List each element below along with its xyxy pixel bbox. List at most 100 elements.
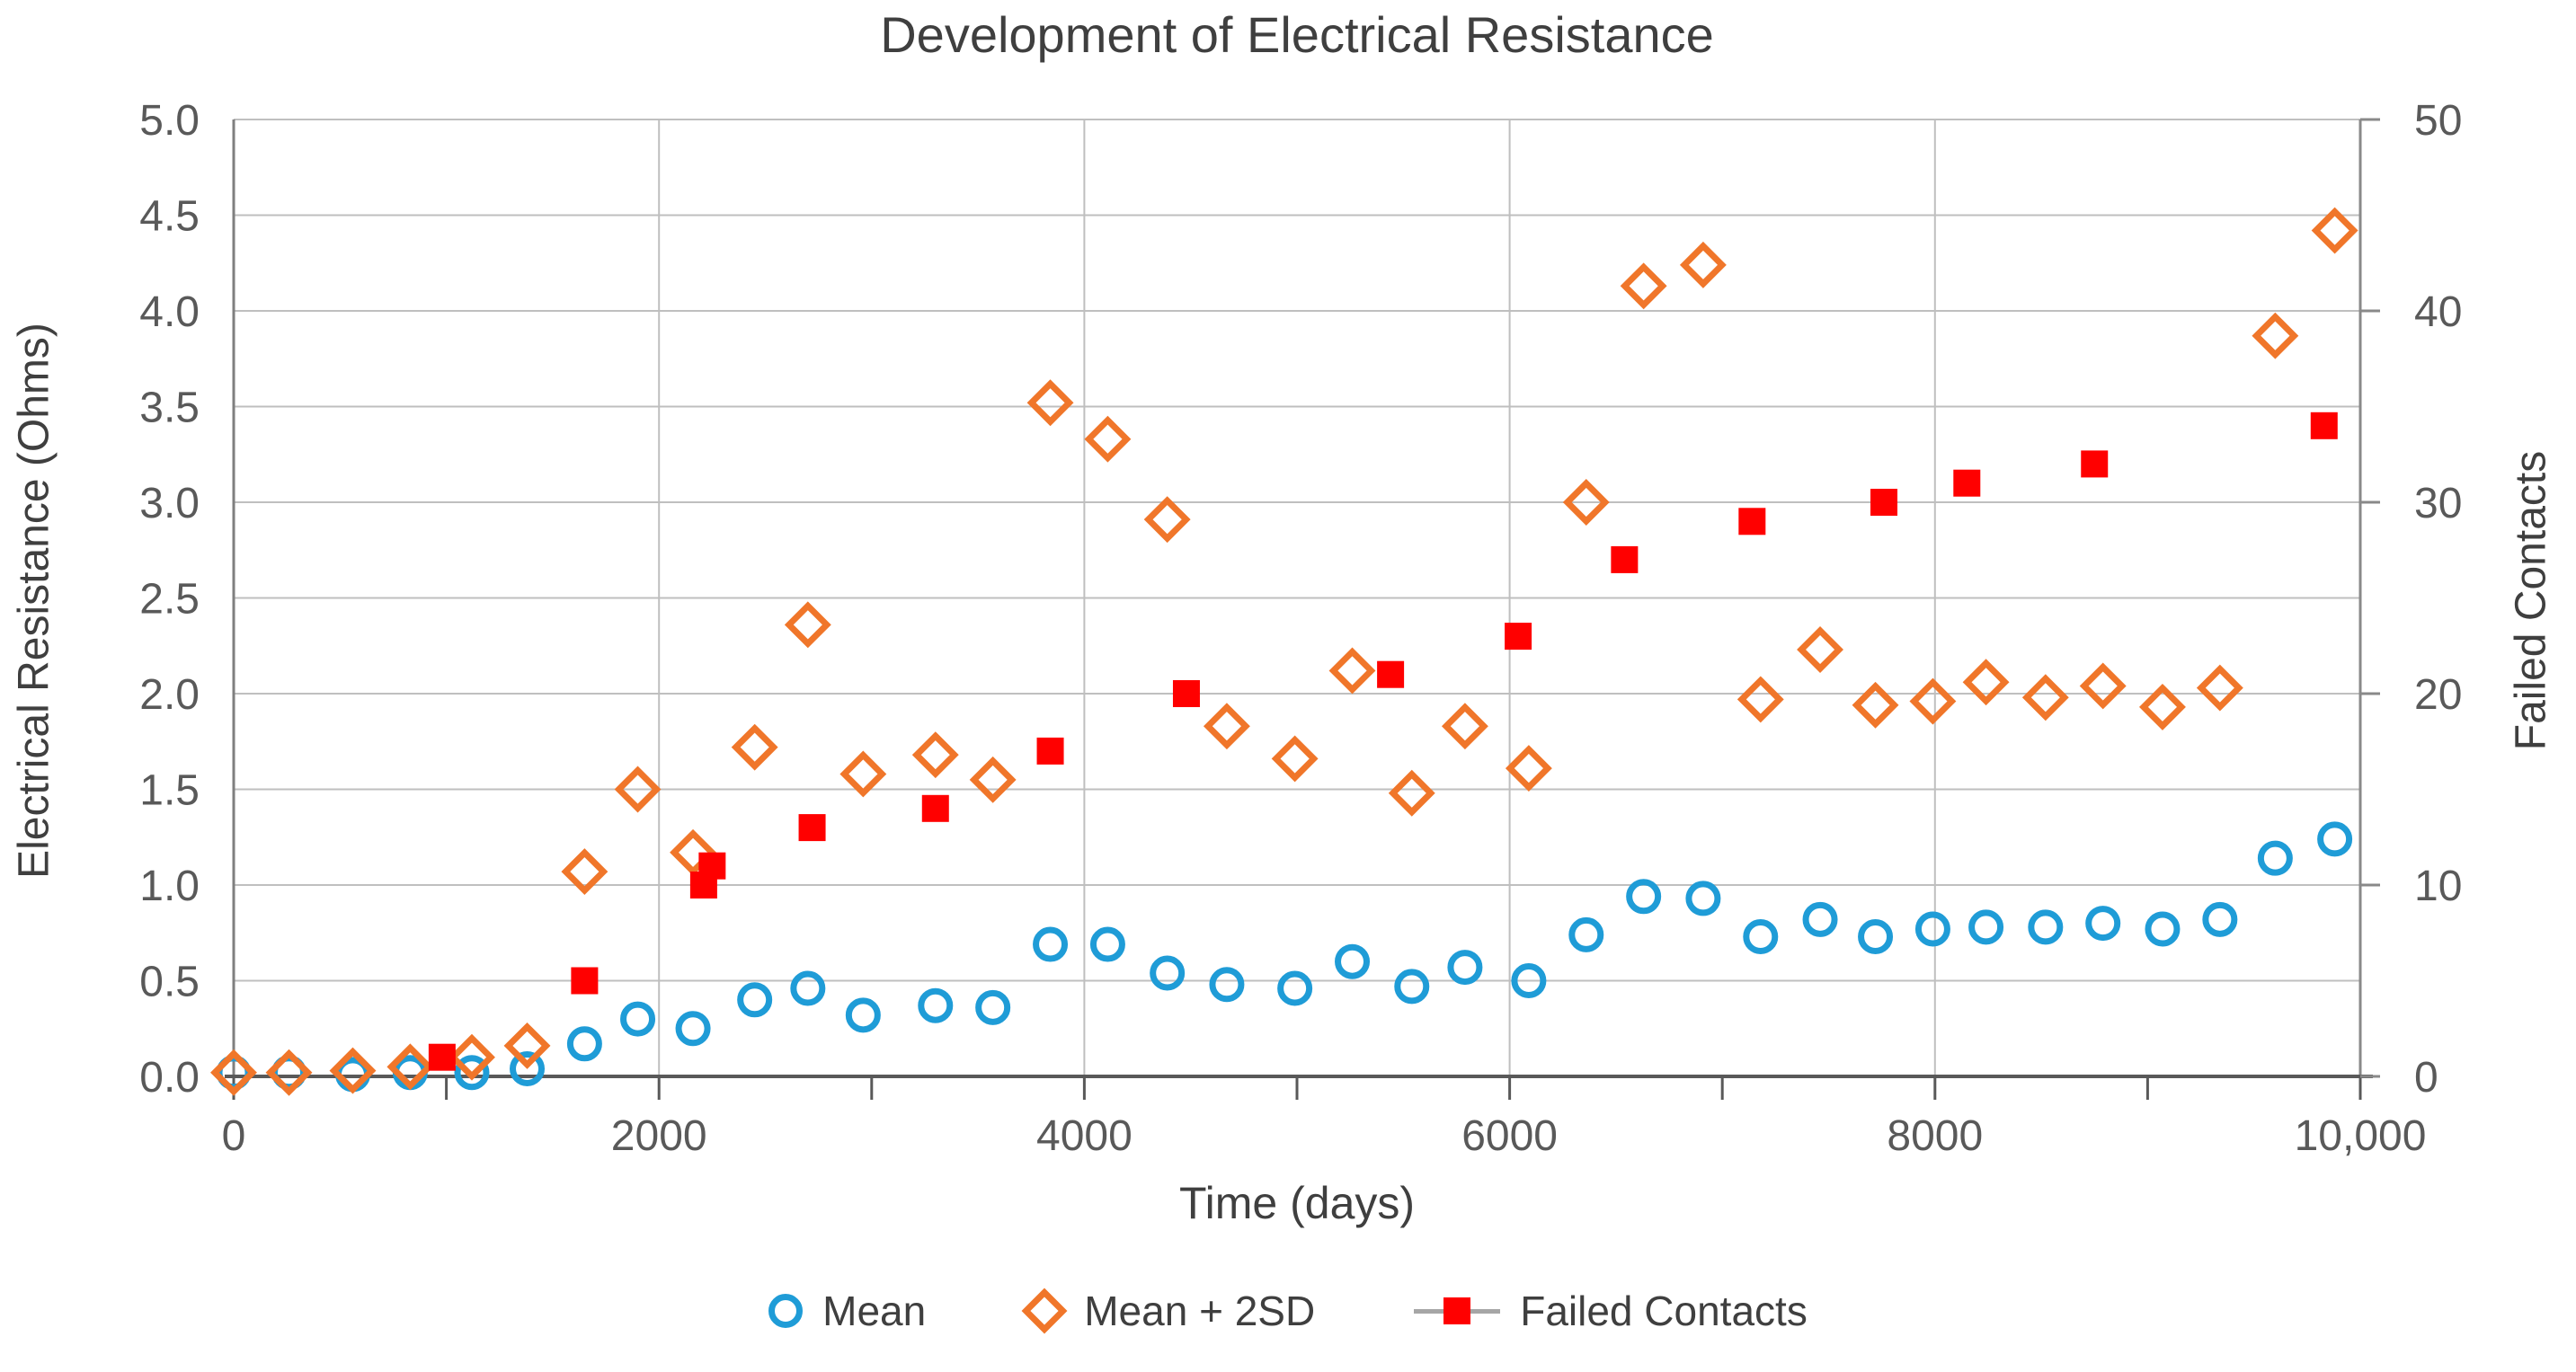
marker-mean-2sd [670, 828, 717, 876]
right-tick-label: 40 [2414, 288, 2462, 336]
marker-mean-2sd [265, 1049, 313, 1096]
marker-mean [271, 1055, 307, 1091]
failed-contacts-marker-icon [1414, 1296, 1501, 1326]
marker-failed-contacts [921, 794, 949, 822]
marker-mean-2sd [1620, 262, 1667, 310]
left-tick-label: 5.0 [139, 97, 200, 145]
left-tick-label: 4.0 [139, 288, 200, 336]
marker-mean-2sd [503, 1022, 551, 1069]
marker-mean [918, 987, 954, 1023]
marker-failed-contacts [1611, 545, 1639, 573]
mean-2sd-diamond-icon [1021, 1288, 1068, 1334]
marker-mean [1335, 943, 1371, 979]
marker-mean-2sd [1441, 703, 1488, 750]
marker-mean [1568, 916, 1604, 952]
marker-failed-contacts [1505, 623, 1532, 651]
marker-mean-2sd [2196, 664, 2243, 712]
marker-mean [620, 1001, 656, 1037]
marker-failed-contacts [1036, 737, 1064, 765]
marker-mean [454, 1055, 490, 1091]
marker-mean-2sd [2139, 683, 2186, 730]
marker-mean [975, 989, 1011, 1025]
marker-mean [1685, 881, 1721, 916]
plot-area: 0 2000 4000 6000 8000 10,000 0.0 0.5 1.0 1.5 2.0 2.… [139, 97, 2462, 1160]
right-tick-label: 0 [2414, 1054, 2438, 1102]
right-tick-label: 50 [2414, 97, 2462, 145]
legend-item-failed-contacts: Failed Contacts [1414, 1287, 1808, 1335]
marker-failed-contacts [2310, 412, 2338, 439]
marker-mean [1511, 963, 1547, 998]
marker-mean-2sd [1026, 379, 1074, 427]
x-tick-label: 0 [222, 1112, 246, 1160]
marker-mean-2sd [969, 756, 1017, 803]
legend-item-mean: Mean [768, 1287, 926, 1335]
marker-mean-2sd [1505, 745, 1552, 792]
marker-mean [1209, 967, 1245, 1003]
marker-mean-2sd [731, 723, 778, 771]
marker-mean [1150, 955, 1186, 991]
marker-mean-2sd [1909, 677, 1957, 725]
marker-mean [1743, 919, 1779, 955]
marker-mean [1394, 969, 1430, 1005]
failed-contacts-square-icon [1443, 1297, 1471, 1324]
marker-mean [790, 970, 826, 1006]
marker-mean [2145, 911, 2181, 947]
marker-mean-2sd [1562, 479, 1610, 526]
marker-failed-contacts [1953, 469, 1981, 497]
marker-mean-2sd [1679, 241, 1727, 288]
left-tick-label: 1.0 [139, 863, 200, 910]
marker-mean [216, 1055, 252, 1091]
marker-mean-2sd [839, 750, 887, 798]
marker-failed-contacts [428, 1043, 456, 1071]
x-axis-title: Time (days) [1178, 1178, 1416, 1228]
marker-mean-2sd [1203, 703, 1250, 750]
left-tick-label: 2.0 [139, 671, 200, 719]
marker-mean-2sd [1143, 496, 1191, 544]
marker-failed-contacts [1172, 680, 1200, 707]
x-tick-label: 8000 [1887, 1112, 1983, 1160]
left-tick-label: 4.5 [139, 193, 200, 241]
legend: Mean Mean + 2SD Failed Contacts [0, 1287, 2576, 1335]
marker-mean [2028, 909, 2064, 945]
marker-mean-2sd [1271, 735, 1319, 783]
marker-mean [1802, 901, 1838, 937]
x-tick-label: 6000 [1461, 1112, 1558, 1160]
marker-mean-2sd [614, 766, 662, 813]
marker-failed-contacts [698, 852, 726, 880]
marker-mean [1914, 911, 1950, 947]
marker-failed-contacts [798, 814, 826, 842]
marker-mean [566, 1026, 602, 1062]
marker-mean [1626, 879, 1662, 915]
marker-mean [510, 1050, 546, 1086]
legend-label-mean-2sd: Mean + 2SD [1084, 1288, 1316, 1334]
marker-mean [1968, 909, 2004, 945]
left-tick-label: 3.5 [139, 385, 200, 432]
marker-mean [1447, 950, 1483, 986]
marker-mean-2sd [1797, 626, 1843, 673]
legend-item-mean-2sd: Mean + 2SD [1021, 1287, 1316, 1335]
marker-mean-2sd [2079, 662, 2127, 710]
x-tick-label: 2000 [611, 1112, 707, 1160]
marker-mean-2sd [784, 601, 831, 649]
legend-label-mean: Mean [822, 1288, 927, 1334]
marker-mean [675, 1011, 711, 1047]
marker-failed-contacts [571, 967, 599, 995]
marker-mean [2202, 901, 2238, 937]
left-tick-label: 0.0 [139, 1054, 200, 1102]
marker-mean [737, 982, 773, 1018]
marker-mean-2sd [1388, 769, 1435, 817]
marker-mean [2085, 906, 2121, 942]
legend-label-failed-contacts: Failed Contacts [1520, 1288, 1808, 1334]
marker-mean-2sd [1737, 676, 1784, 723]
marker-mean [2257, 840, 2293, 876]
right-tick-label: 10 [2414, 863, 2462, 910]
marker-failed-contacts [1738, 508, 1766, 536]
marker-mean-2sd [2311, 207, 2358, 254]
mean-circle-icon [768, 1294, 804, 1328]
marker-failed-contacts [1870, 489, 1898, 516]
right-tick-label: 20 [2414, 671, 2462, 719]
marker-failed-contacts [1377, 660, 1405, 688]
right-tick-label: 30 [2414, 480, 2462, 527]
marker-mean-2sd [911, 731, 959, 779]
